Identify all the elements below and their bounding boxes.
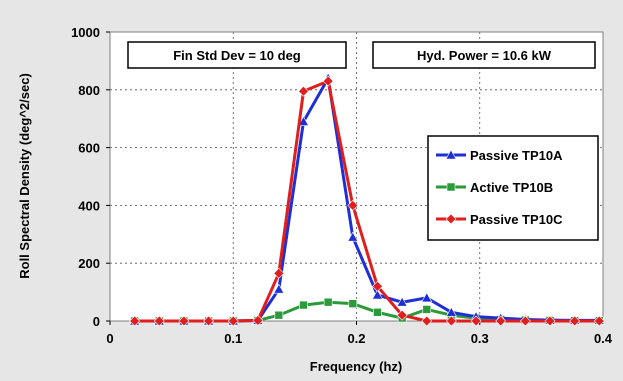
- y-tick-label: 200: [78, 256, 100, 271]
- legend-entry-passive-tp10a: Passive TP10A: [436, 148, 563, 163]
- legend: Passive TP10A Active TP10B Passive TP10C: [427, 135, 599, 241]
- x-tick-label: 0.4: [594, 331, 613, 346]
- y-axis-title: Roll Spectral Density (deg^2/sec): [17, 73, 32, 279]
- data-point-passive-tp10c: [593, 315, 605, 327]
- data-point-passive-tp10a: [297, 115, 310, 126]
- data-point-passive-tp10a: [396, 296, 408, 307]
- legend-label: Passive TP10C: [470, 212, 563, 227]
- data-point-passive-tp10c: [421, 315, 433, 327]
- y-axis-ticks: 0 200 400 600 800 1000: [71, 25, 110, 329]
- data-point-passive-tp10c: [347, 199, 359, 211]
- series-passive-tp10c: [129, 75, 605, 327]
- legend-swatch-marker: [446, 182, 456, 192]
- data-point-passive-tp10a: [273, 283, 285, 294]
- data-point-active-tp10b: [422, 305, 432, 314]
- y-tick-label: 800: [78, 83, 100, 98]
- annotation-box: [372, 41, 596, 69]
- data-point-passive-tp10c: [470, 315, 482, 327]
- data-point-passive-tp10c: [227, 315, 239, 327]
- x-tick-label: 0: [106, 331, 113, 346]
- data-point-passive-tp10c: [519, 315, 531, 327]
- x-tick-label: 0.1: [224, 331, 242, 346]
- data-point-passive-tp10c: [298, 85, 309, 97]
- legend-label: Passive TP10A: [470, 148, 563, 163]
- legend-entry-passive-tp10c: Passive TP10C: [436, 212, 563, 227]
- legend-entry-active-tp10b: Active TP10B: [436, 180, 553, 195]
- data-point-passive-tp10c: [445, 315, 457, 327]
- legend-swatch-marker: [445, 149, 457, 160]
- data-point-passive-tp10c: [495, 315, 507, 327]
- y-tick-label: 600: [78, 141, 100, 156]
- data-point-passive-tp10c: [273, 267, 285, 279]
- data-point-passive-tp10c: [396, 309, 408, 321]
- data-point-passive-tp10c: [569, 315, 581, 327]
- data-point-passive-tp10c: [178, 315, 190, 327]
- legend-label: Active TP10B: [470, 180, 553, 195]
- annotation-text: Hyd. Power = 10.6 kW: [417, 48, 552, 63]
- series-layer: [129, 72, 605, 327]
- x-axis-ticks: 0 0.1 0.2 0.3 0.4: [106, 321, 613, 346]
- data-point-passive-tp10c: [203, 315, 215, 327]
- annotation-hyd-power: Hyd. Power = 10.6 kW: [372, 41, 596, 69]
- data-point-active-tp10b: [274, 310, 284, 320]
- data-point-passive-tp10c: [372, 280, 383, 292]
- x-tick-label: 0.2: [347, 331, 365, 346]
- x-tick-label: 0.3: [471, 331, 489, 346]
- annotation-fin-std-dev: Fin Std Dev = 10 deg: [127, 41, 347, 69]
- y-tick-label: 1000: [71, 25, 100, 40]
- data-point-active-tp10b: [348, 299, 358, 308]
- data-point-passive-tp10c: [153, 315, 165, 327]
- data-point-active-tp10b: [373, 308, 382, 317]
- legend-swatch-marker: [445, 213, 457, 225]
- data-point-passive-tp10c: [544, 315, 556, 327]
- annotation-text: Fin Std Dev = 10 deg: [173, 48, 301, 63]
- data-point-passive-tp10c: [129, 315, 141, 327]
- y-tick-label: 0: [93, 314, 100, 329]
- x-axis-title: Frequency (hz): [310, 359, 402, 374]
- annotation-box: [127, 41, 347, 69]
- data-point-passive-tp10a: [371, 289, 383, 300]
- data-point-passive-tp10a: [421, 292, 433, 303]
- data-point-active-tp10b: [323, 297, 333, 307]
- data-point-passive-tp10c: [252, 314, 264, 326]
- data-point-passive-tp10c: [322, 75, 334, 87]
- data-point-active-tp10b: [299, 300, 308, 310]
- y-tick-label: 400: [78, 198, 100, 213]
- data-point-passive-tp10a: [347, 231, 359, 242]
